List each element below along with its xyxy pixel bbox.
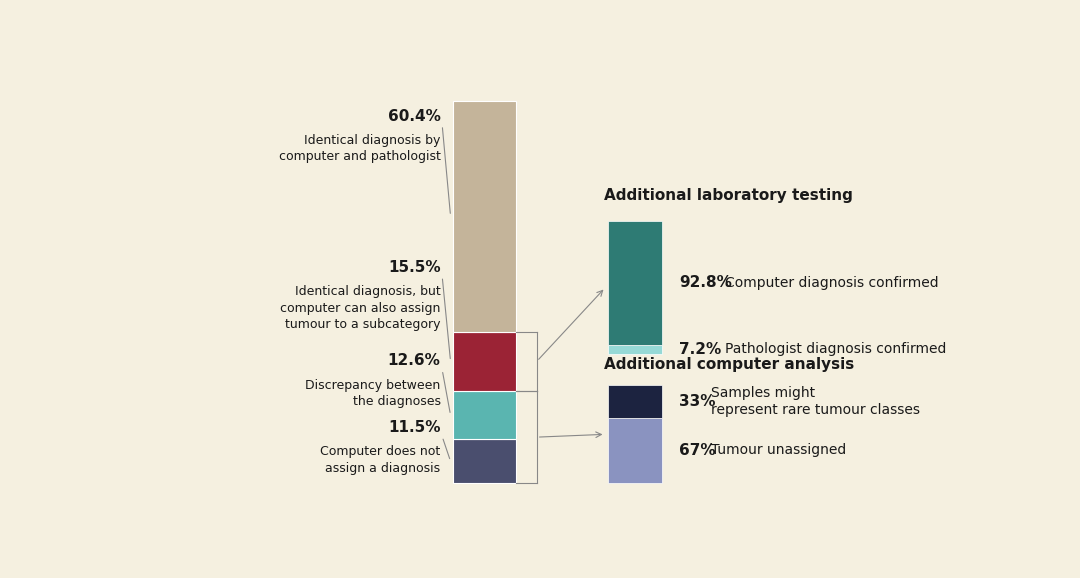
Text: Discrepancy between
the diagnoses: Discrepancy between the diagnoses	[306, 379, 441, 408]
Bar	[608, 386, 662, 418]
Bar	[454, 391, 516, 439]
Bar	[454, 332, 516, 391]
Text: Tumour unassigned: Tumour unassigned	[711, 443, 846, 457]
Text: 12.6%: 12.6%	[388, 353, 441, 368]
Bar	[608, 221, 662, 344]
Text: 7.2%: 7.2%	[679, 342, 721, 357]
Text: 11.5%: 11.5%	[388, 420, 441, 435]
Text: Additional laboratory testing: Additional laboratory testing	[604, 188, 852, 203]
Text: 33%: 33%	[679, 394, 716, 409]
Text: Samples might
represent rare tumour classes: Samples might represent rare tumour clas…	[711, 386, 920, 417]
Text: Additional computer analysis: Additional computer analysis	[604, 357, 854, 372]
Bar	[608, 344, 662, 354]
Text: Pathologist diagnosis confirmed: Pathologist diagnosis confirmed	[725, 342, 946, 357]
Bar	[454, 439, 516, 483]
Text: Identical diagnosis, but
computer can also assign
tumour to a subcategory: Identical diagnosis, but computer can al…	[280, 285, 441, 331]
Bar	[454, 101, 516, 332]
Bar	[608, 418, 662, 483]
Text: 15.5%: 15.5%	[388, 260, 441, 275]
Text: Computer does not
assign a diagnosis: Computer does not assign a diagnosis	[321, 446, 441, 475]
Text: Identical diagnosis by
computer and pathologist: Identical diagnosis by computer and path…	[279, 134, 441, 164]
Text: 60.4%: 60.4%	[388, 109, 441, 124]
Text: Computer diagnosis confirmed: Computer diagnosis confirmed	[725, 276, 939, 290]
Text: 67%: 67%	[679, 443, 716, 458]
Text: 92.8%: 92.8%	[679, 275, 732, 290]
